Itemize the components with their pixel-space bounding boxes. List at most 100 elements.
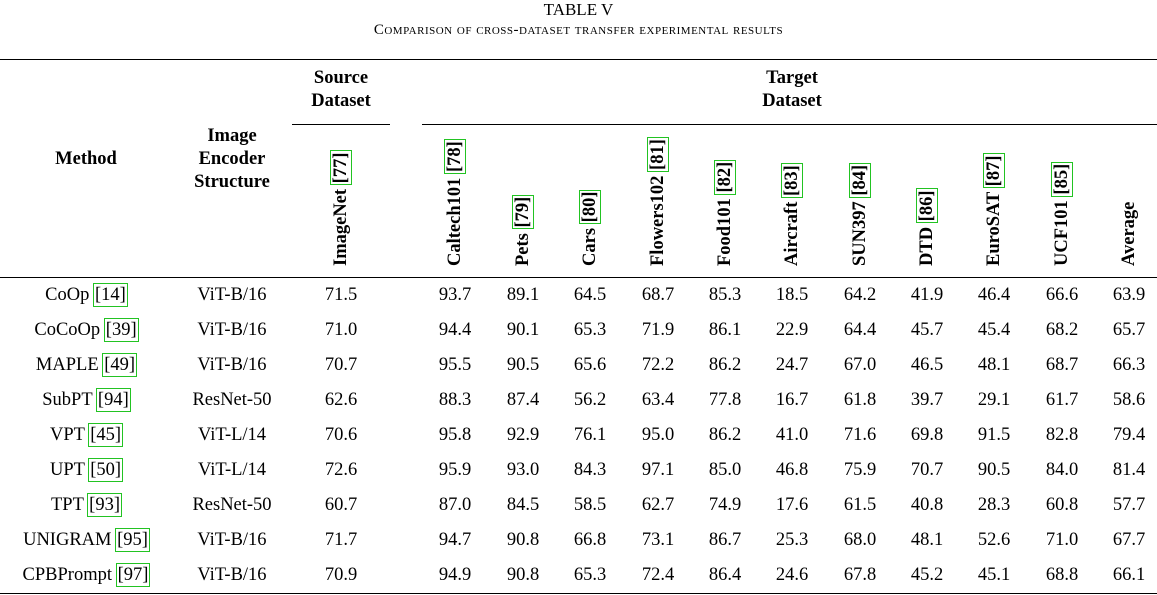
- citation-link[interactable]: [94]: [95, 388, 131, 412]
- value-cell-flowers102: 63.4: [641, 390, 675, 410]
- value-cell-imagenet: 70.7: [324, 355, 358, 375]
- value-cell-dtd: 41.9: [910, 285, 944, 305]
- citation-link[interactable]: [87]: [983, 152, 1005, 189]
- value-cell-aircraft: 22.9: [775, 320, 809, 340]
- value-cell-ucf101: 68.8: [1045, 565, 1079, 585]
- column-header-label: Flowers102: [648, 175, 668, 266]
- method-cell: MAPLE [49]: [0, 353, 172, 377]
- column-header-label: Aircraft: [782, 201, 802, 266]
- value-cell-eurosat: 29.1: [977, 390, 1011, 410]
- table-label: TABLE V: [543, 0, 614, 19]
- value-cell-ucf101: 68.7: [1045, 355, 1079, 375]
- encoder-cell: ResNet-50: [192, 495, 272, 515]
- citation-link[interactable]: [95]: [115, 528, 150, 552]
- citation-link[interactable]: [39]: [103, 318, 139, 342]
- citation-link[interactable]: [82]: [714, 159, 736, 196]
- encoder-cell: ViT-B/16: [197, 320, 267, 340]
- value-cell-pets: 87.4: [506, 390, 540, 410]
- column-header-label: UCF101: [1052, 200, 1072, 266]
- value-cell-pets: 90.8: [506, 530, 540, 550]
- value-cell-sun397: 71.6: [843, 425, 877, 445]
- method-cell: SubPT [94]: [0, 388, 172, 412]
- value-cell-imagenet: 60.7: [324, 495, 358, 515]
- value-cell-aircraft: 24.6: [775, 565, 809, 585]
- source-rule: [292, 124, 390, 125]
- citation-link[interactable]: [85]: [1051, 161, 1073, 198]
- value-cell-imagenet: 71.7: [324, 530, 358, 550]
- citation-link[interactable]: [84]: [849, 162, 871, 199]
- value-cell-sun397: 68.0: [843, 530, 877, 550]
- method-cell: CoOp [14]: [0, 283, 172, 307]
- value-cell-flowers102: 71.9: [641, 320, 675, 340]
- value-cell-ucf101: 60.8: [1045, 495, 1079, 515]
- value-cell-average: 63.9: [1112, 285, 1146, 305]
- value-cell-flowers102: 72.2: [641, 355, 675, 375]
- value-cell-eurosat: 28.3: [977, 495, 1011, 515]
- value-cell-aircraft: 24.7: [775, 355, 809, 375]
- citation-link[interactable]: [81]: [647, 136, 669, 173]
- value-cell-ucf101: 71.0: [1045, 530, 1079, 550]
- encoder-cell: ViT-B/16: [197, 565, 267, 585]
- value-cell-average: 66.3: [1112, 355, 1146, 375]
- citation-link[interactable]: [80]: [579, 188, 601, 225]
- value-cell-dtd: 45.2: [910, 565, 944, 585]
- table-title: Comparison of cross-dataset transfer exp…: [373, 22, 784, 38]
- column-header-label: DTD: [917, 226, 937, 266]
- method-cell: VPT [45]: [0, 423, 172, 447]
- value-cell-imagenet: 71.5: [324, 285, 358, 305]
- method-name: TPT: [50, 495, 89, 515]
- value-cell-average: 79.4: [1112, 425, 1146, 445]
- method-name: SubPT: [42, 390, 97, 410]
- citation-link[interactable]: [14]: [93, 283, 128, 307]
- value-cell-sun397: 75.9: [843, 460, 877, 480]
- value-cell-caltech101: 88.3: [438, 390, 472, 410]
- citation-link[interactable]: [49]: [102, 353, 138, 377]
- value-cell-average: 66.1: [1112, 565, 1146, 585]
- citation-link[interactable]: [83]: [781, 162, 803, 199]
- method-name: CoCoOp: [34, 320, 105, 340]
- encoder-header-line2: Encoder: [198, 149, 266, 169]
- value-cell-food101: 86.1: [708, 320, 742, 340]
- value-cell-caltech101: 87.0: [438, 495, 472, 515]
- value-cell-flowers102: 72.4: [641, 565, 675, 585]
- method-name: CoOp: [45, 285, 94, 305]
- value-cell-imagenet: 72.6: [324, 460, 358, 480]
- target-rule: [422, 124, 1157, 125]
- citation-link[interactable]: [86]: [916, 187, 938, 224]
- value-cell-cars: 66.8: [573, 530, 607, 550]
- citation-link[interactable]: [50]: [88, 458, 124, 482]
- citation-link[interactable]: [77]: [330, 149, 352, 186]
- encoder-cell: ViT-B/16: [197, 285, 267, 305]
- citation-link[interactable]: [79]: [512, 194, 534, 231]
- bottom-rule: [0, 593, 1157, 594]
- value-cell-caltech101: 94.4: [438, 320, 472, 340]
- source-header-line2: Dataset: [311, 91, 371, 111]
- value-cell-caltech101: 95.9: [438, 460, 472, 480]
- value-cell-caltech101: 94.9: [438, 565, 472, 585]
- column-header-label: Food101: [715, 198, 735, 266]
- value-cell-cars: 64.5: [573, 285, 607, 305]
- column-header-label: ImageNet: [331, 188, 351, 266]
- target-header-line1: Target: [766, 68, 818, 88]
- method-name: UPT: [49, 460, 90, 480]
- encoder-header-line3: Structure: [194, 172, 270, 192]
- value-cell-pets: 84.5: [506, 495, 540, 515]
- value-cell-food101: 86.7: [708, 530, 742, 550]
- citation-link[interactable]: [78]: [444, 138, 466, 175]
- value-cell-aircraft: 17.6: [775, 495, 809, 515]
- column-header-label: SUN397: [850, 201, 870, 266]
- citation-link[interactable]: [93]: [87, 493, 122, 517]
- citation-link[interactable]: [97]: [115, 563, 151, 587]
- encoder-header-line1: Image: [207, 126, 257, 146]
- target-header: Target Dataset: [732, 67, 852, 113]
- value-cell-aircraft: 41.0: [775, 425, 809, 445]
- citation-link[interactable]: [45]: [88, 423, 124, 447]
- value-cell-pets: 92.9: [506, 425, 540, 445]
- value-cell-ucf101: 84.0: [1045, 460, 1079, 480]
- source-header-line1: Source: [313, 68, 369, 88]
- value-cell-ucf101: 82.8: [1045, 425, 1079, 445]
- value-cell-imagenet: 71.0: [324, 320, 358, 340]
- column-header-label: Pets: [513, 233, 533, 266]
- value-cell-eurosat: 45.1: [977, 565, 1011, 585]
- value-cell-imagenet: 70.9: [324, 565, 358, 585]
